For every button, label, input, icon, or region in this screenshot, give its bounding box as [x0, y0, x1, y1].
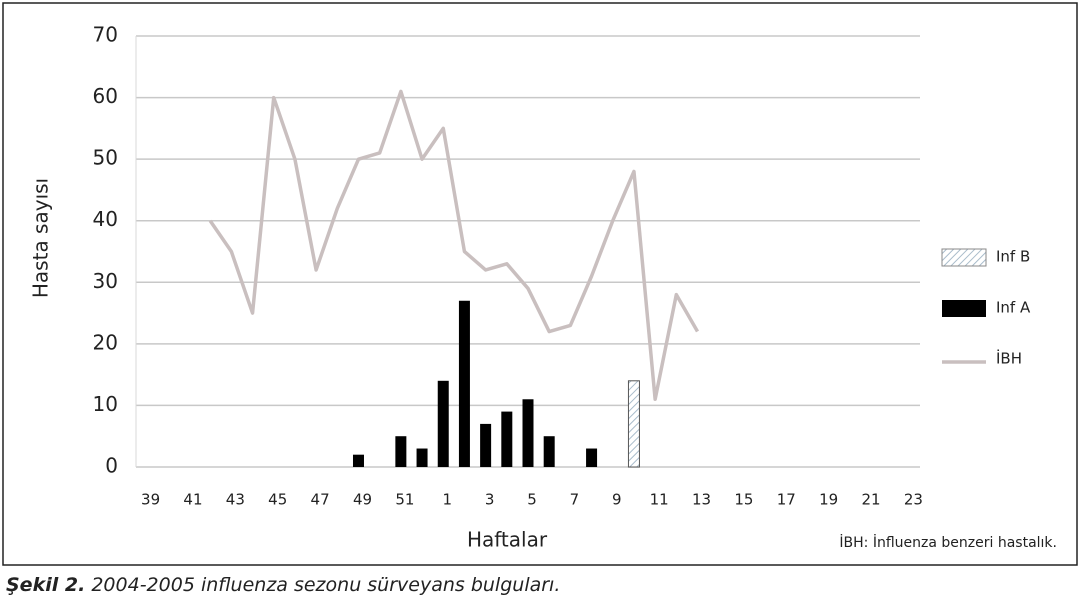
bar — [543, 436, 555, 467]
legend-label: İBH — [996, 349, 1022, 368]
x-tick-label: 3 — [485, 491, 495, 509]
legend-label: Inf B — [996, 248, 1030, 266]
legend-label: Inf A — [996, 299, 1031, 317]
frame — [2, 2, 1078, 566]
y-axis-label: Hasta sayısı — [29, 178, 53, 298]
y-tick-label: 10 — [93, 392, 118, 416]
x-tick-label: 19 — [819, 491, 838, 509]
footnote: İBH: İnfluenza benzeri hastalık. — [839, 533, 1057, 551]
y-tick-label: 70 — [93, 23, 118, 47]
x-tick-label: 41 — [183, 491, 202, 509]
bar — [458, 300, 470, 467]
bar — [522, 399, 534, 467]
x-tick-label: 9 — [612, 491, 622, 509]
y-tick-label: 0 — [105, 454, 118, 478]
y-tick-label: 20 — [93, 330, 118, 354]
bar — [416, 448, 428, 467]
caption: Şekil 2. 2004-2005 influenza sezonu sürv… — [6, 574, 560, 596]
x-tick-label: 17 — [777, 491, 796, 509]
y-tick-label: 60 — [93, 84, 118, 108]
x-tick-label: 43 — [226, 491, 245, 509]
bar — [480, 423, 492, 467]
bar — [501, 411, 513, 467]
x-tick-label: 51 — [395, 491, 414, 509]
bar — [437, 380, 449, 467]
x-tick-label: 21 — [861, 491, 880, 509]
bar — [586, 448, 598, 467]
x-tick-label: 1 — [442, 491, 452, 509]
x-tick-label: 45 — [268, 491, 287, 509]
x-tick-label: 47 — [311, 491, 330, 509]
x-tick-label: 49 — [353, 491, 372, 509]
x-tick-label: 5 — [527, 491, 537, 509]
y-tick-label: 40 — [93, 207, 118, 231]
line — [208, 89, 700, 402]
x-tick-label: 13 — [692, 491, 711, 509]
x-tick-label: 39 — [141, 491, 160, 509]
caption-text: 2004-2005 influenza sezonu sürveyans bul… — [91, 574, 560, 596]
x-tick-label: 23 — [904, 491, 923, 509]
y-tick-label: 50 — [93, 146, 118, 170]
legend-swatch — [942, 300, 986, 317]
x-tick-label: 11 — [650, 491, 669, 509]
legend-swatch — [941, 248, 987, 267]
x-tick-label: 15 — [734, 491, 753, 509]
x-axis-label: Haftalar — [467, 528, 548, 552]
caption-label: Şekil 2. — [6, 574, 85, 596]
y-tick-label: 30 — [93, 269, 118, 293]
bar — [395, 436, 407, 467]
bar — [352, 454, 364, 467]
x-tick-label: 7 — [570, 491, 580, 509]
bar — [627, 380, 640, 468]
